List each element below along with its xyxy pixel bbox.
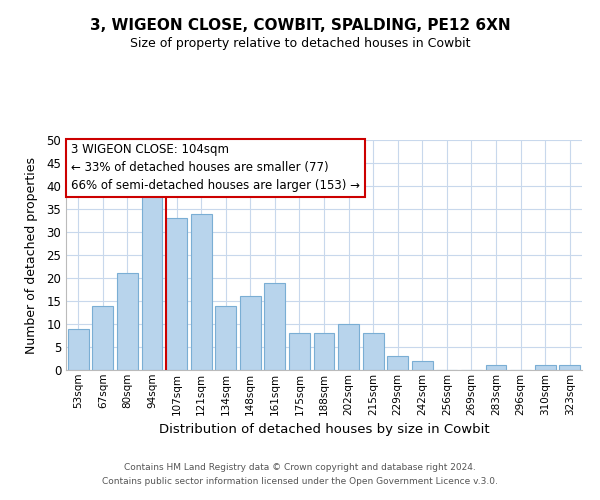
Bar — [338, 324, 359, 370]
Bar — [142, 186, 163, 370]
Text: Contains public sector information licensed under the Open Government Licence v.: Contains public sector information licen… — [102, 477, 498, 486]
Y-axis label: Number of detached properties: Number of detached properties — [25, 156, 38, 354]
Bar — [387, 356, 408, 370]
Bar — [314, 333, 334, 370]
Bar — [92, 306, 113, 370]
Bar — [215, 306, 236, 370]
Bar — [68, 328, 89, 370]
Bar — [240, 296, 261, 370]
Bar — [559, 366, 580, 370]
Text: Size of property relative to detached houses in Cowbit: Size of property relative to detached ho… — [130, 38, 470, 51]
Text: Contains HM Land Registry data © Crown copyright and database right 2024.: Contains HM Land Registry data © Crown c… — [124, 464, 476, 472]
X-axis label: Distribution of detached houses by size in Cowbit: Distribution of detached houses by size … — [158, 423, 490, 436]
Text: 3, WIGEON CLOSE, COWBIT, SPALDING, PE12 6XN: 3, WIGEON CLOSE, COWBIT, SPALDING, PE12 … — [89, 18, 511, 32]
Bar — [166, 218, 187, 370]
Bar — [412, 361, 433, 370]
Bar — [362, 333, 383, 370]
Bar — [117, 274, 138, 370]
Bar — [191, 214, 212, 370]
Bar — [535, 366, 556, 370]
Bar — [485, 366, 506, 370]
Bar — [289, 333, 310, 370]
Text: 3 WIGEON CLOSE: 104sqm
← 33% of detached houses are smaller (77)
66% of semi-det: 3 WIGEON CLOSE: 104sqm ← 33% of detached… — [71, 144, 360, 192]
Bar — [265, 282, 286, 370]
